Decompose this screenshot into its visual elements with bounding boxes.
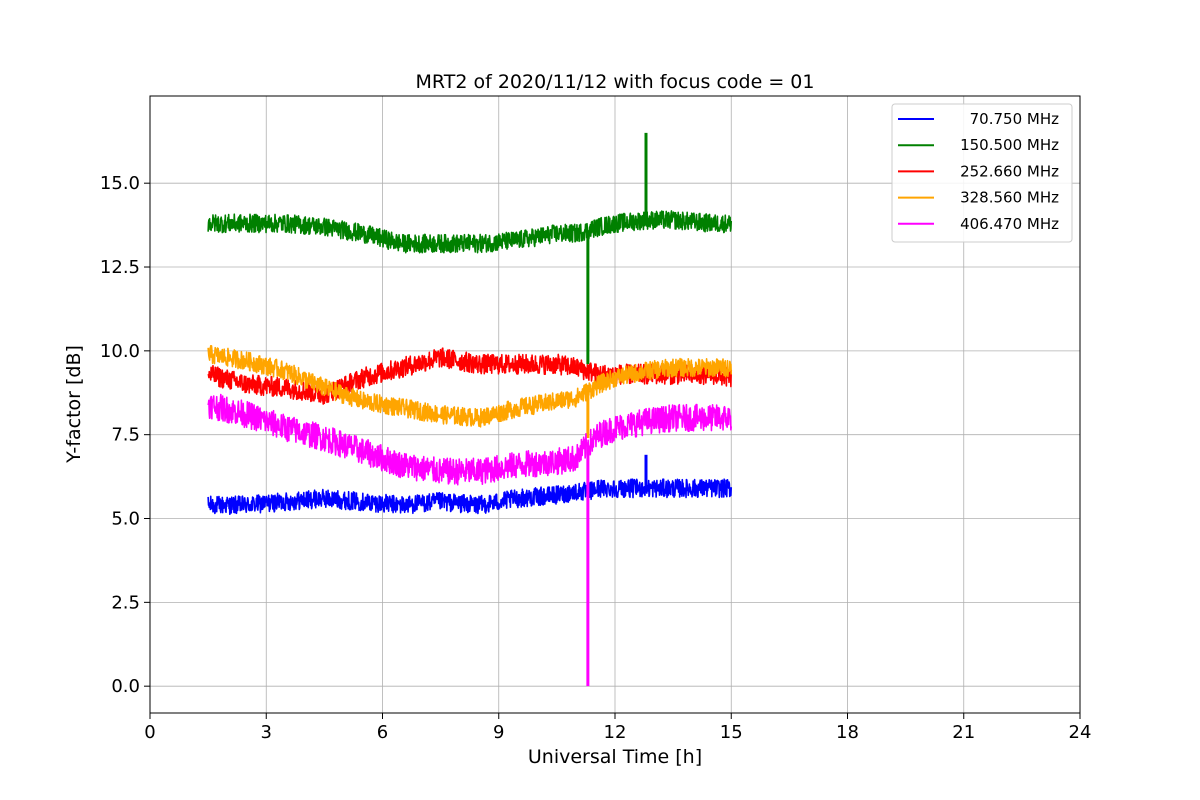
- x-tick-label: 24: [1069, 722, 1092, 743]
- legend-entry: 70.750 MHz: [970, 110, 1059, 128]
- plot-series: [207, 132, 733, 687]
- x-tick-label: 9: [493, 722, 504, 743]
- legend-entry: 406.470 MHz: [960, 215, 1059, 233]
- x-tick-label: 21: [952, 722, 975, 743]
- y-tick-label: 5.0: [111, 509, 140, 530]
- series-line: [207, 345, 733, 428]
- x-tick-label: 6: [377, 722, 388, 743]
- legend-entry: 328.560 MHz: [960, 189, 1059, 207]
- legend: 70.750 MHz 150.500 MHz 252.660 MHz 328.560 …: [891, 103, 1073, 243]
- y-tick-label: 2.5: [111, 592, 140, 613]
- series-line: [207, 478, 733, 516]
- x-tick-label: 3: [261, 722, 272, 743]
- y-tick-label: 10.0: [100, 341, 140, 362]
- x-axis-label: Universal Time [h]: [528, 746, 702, 768]
- chart-title: MRT2 of 2020/11/12 with focus code = 01: [416, 71, 815, 93]
- y-axis: 0.0 2.5 5.0 7.5 10.0 12.5 15.0: [100, 173, 150, 697]
- x-tick-label: 0: [144, 722, 155, 743]
- series-line: [207, 210, 733, 254]
- legend-entry: 252.660 MHz: [960, 162, 1059, 180]
- x-tick-label: 12: [604, 722, 627, 743]
- y-axis-label: Y-factor [dB]: [63, 345, 85, 464]
- y-tick-label: 7.5: [111, 425, 140, 446]
- y-tick-label: 15.0: [100, 173, 140, 194]
- series-line: [207, 393, 733, 486]
- x-tick-label: 18: [836, 722, 859, 743]
- legend-frame: [891, 103, 1073, 243]
- legend-entry: 150.500 MHz: [960, 136, 1059, 154]
- x-tick-label: 15: [720, 722, 743, 743]
- y-tick-label: 12.5: [100, 257, 140, 278]
- x-axis: 0 3 6 9 12 15 18 21 24: [144, 713, 1091, 743]
- y-tick-label: 0.0: [111, 676, 140, 697]
